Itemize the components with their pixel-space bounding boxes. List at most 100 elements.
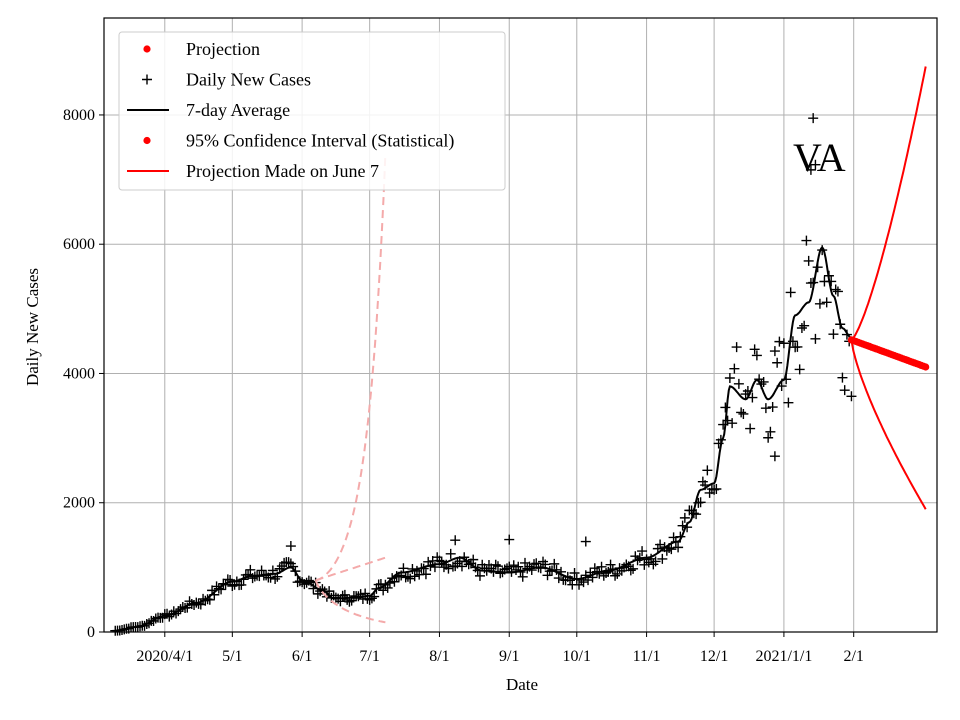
daily-case-marker [736, 407, 747, 418]
daily-case-marker [553, 573, 564, 584]
projection-dots [847, 336, 930, 371]
daily-case-marker [751, 350, 762, 361]
daily-case-marker [729, 363, 740, 374]
x-tick-label: 2021/1/1 [755, 648, 812, 665]
y-tick-label: 6000 [63, 236, 95, 253]
june7-projection-band [314, 153, 387, 624]
daily-case-marker [803, 255, 814, 266]
legend-marker-plus [142, 74, 152, 85]
daily-case-marker [456, 561, 467, 572]
daily-case-marker [828, 329, 839, 340]
june7-lower-bound [314, 579, 386, 624]
daily-case-marker [769, 346, 780, 357]
daily-case-marker [727, 418, 738, 429]
legend-marker-dot [143, 45, 151, 53]
daily-case-marker [796, 322, 807, 333]
series-layer [110, 66, 930, 636]
daily-case-marker [846, 391, 857, 402]
daily-case-marker [805, 164, 816, 175]
x-tick-label: 12/1 [700, 648, 728, 665]
daily-case-marker [702, 465, 713, 476]
daily-case-marker [783, 397, 794, 408]
daily-case-marker [389, 576, 400, 587]
daily-case-marker [655, 539, 666, 550]
legend-label: 95% Confidence Interval (Statistical) [186, 131, 454, 152]
legend-label: Projection [186, 39, 260, 59]
x-tick-label: 10/1 [563, 648, 591, 665]
daily-case-marker [801, 235, 812, 246]
daily-case-marker [342, 594, 353, 605]
daily-case-marker [549, 558, 560, 569]
y-axis-label: Daily New Cases [23, 268, 42, 386]
x-tick-label: 6/1 [292, 648, 312, 665]
daily-case-marker [637, 546, 648, 557]
daily-case-marker [763, 432, 774, 443]
daily-case-marker [679, 512, 690, 523]
legend: Projection Daily New Cases 7-day Average 95… [118, 31, 506, 191]
daily-case-marker [490, 559, 501, 570]
legend-label: 7-day Average [186, 100, 290, 120]
daily-case-marker [236, 579, 247, 590]
daily-case-marker [285, 541, 296, 552]
x-tick-label: 11/1 [633, 648, 661, 665]
daily-case-marker [821, 297, 832, 308]
daily-case-marker [668, 532, 679, 543]
daily-case-marker [400, 572, 411, 583]
daily-case-marker [765, 426, 776, 437]
confidence-interval [850, 66, 927, 510]
daily-case-marker [517, 571, 528, 582]
daily-case-marker [256, 565, 267, 576]
daily-case-marker [720, 402, 731, 413]
seven-day-average-line [115, 245, 852, 632]
daily-case-marker [778, 338, 789, 349]
daily-case-marker [443, 563, 454, 574]
daily-case-marker [445, 548, 456, 559]
daily-case-marker [531, 558, 542, 569]
daily-case-marker [601, 568, 612, 579]
daily-case-marker [639, 559, 650, 570]
y-tick-label: 4000 [63, 365, 95, 382]
daily-case-marker [814, 298, 825, 309]
daily-case-marker [769, 451, 780, 462]
daily-case-marker [227, 580, 238, 591]
daily-case-marker [225, 574, 236, 585]
daily-case-marker [749, 344, 760, 355]
daily-case-marker [747, 392, 758, 403]
ci-upper-line [850, 66, 927, 341]
daily-case-marker [785, 287, 796, 298]
legend-label: Projection Made on June 7 [186, 161, 379, 181]
daily-case-marker [745, 423, 756, 434]
daily-case-marker [283, 557, 294, 568]
state-annotation: VA [793, 135, 846, 180]
daily-case-marker [722, 415, 733, 426]
daily-case-marker [628, 563, 639, 574]
daily-case-marker [792, 341, 803, 352]
daily-case-marker [799, 320, 810, 331]
daily-case-marker [774, 336, 785, 347]
daily-case-marker [508, 560, 519, 571]
daily-case-marker [767, 402, 778, 413]
x-tick-label: 5/1 [222, 648, 242, 665]
daily-case-marker [474, 570, 485, 581]
daily-case-marker [270, 573, 281, 584]
ci-lower-line [850, 339, 927, 510]
june7-upper-bound [315, 153, 387, 582]
legend-box [118, 31, 506, 191]
daily-case-marker [610, 570, 621, 581]
plot-frame [103, 17, 938, 633]
daily-case-marker [711, 484, 722, 495]
daily-case-marker [733, 378, 744, 389]
daily-case-marker [468, 554, 479, 565]
x-tick-label: 7/1 [359, 648, 379, 665]
projection-dot [922, 363, 930, 371]
daily-case-marker [596, 561, 607, 572]
daily-case-marker [724, 373, 735, 384]
daily-case-marker [605, 559, 616, 570]
x-tick-label: 8/1 [429, 648, 449, 665]
daily-case-marker [625, 565, 636, 576]
daily-case-marker [673, 542, 684, 553]
axis-ticks: 2020/4/1 5/1 6/1 7/1 8/1 9/1 10/1 11/1 12/1 2021/… [63, 107, 864, 665]
legend-marker-dot [143, 136, 151, 145]
daily-case-marker [808, 113, 819, 124]
